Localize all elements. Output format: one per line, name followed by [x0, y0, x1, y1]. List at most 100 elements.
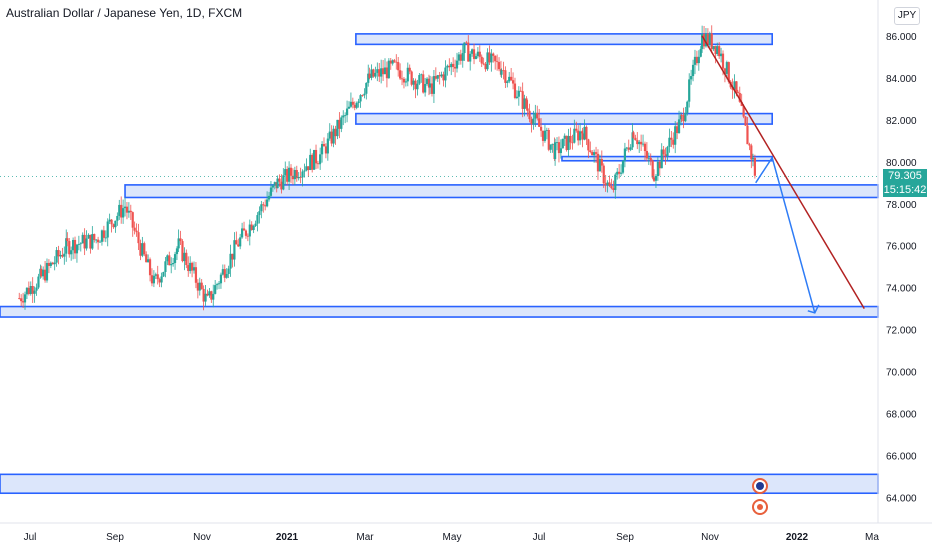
- candle-body: [733, 81, 736, 90]
- candle-body: [91, 234, 94, 249]
- candle-body: [357, 101, 360, 104]
- zone-72-rect[interactable]: [0, 305, 879, 318]
- candle-body: [425, 78, 429, 85]
- candle-body: [244, 230, 248, 236]
- candle-body: [37, 276, 40, 288]
- candle-body: [682, 115, 685, 122]
- candle-body: [589, 150, 592, 152]
- candle-body: [43, 269, 47, 281]
- candle-body: [227, 268, 230, 274]
- candle-body: [286, 169, 289, 182]
- candle-body: [345, 108, 349, 116]
- candle-body: [353, 104, 356, 108]
- candle-body: [79, 243, 82, 245]
- candle-body: [359, 95, 362, 102]
- candle-body: [490, 53, 493, 63]
- x-tick-label: 2022: [786, 532, 809, 543]
- candle-body: [347, 106, 351, 109]
- candle-body: [453, 66, 457, 69]
- candle-body: [23, 294, 27, 303]
- candle-body: [303, 170, 306, 172]
- candle-body: [718, 46, 721, 57]
- candle-body: [70, 250, 73, 255]
- candle-body: [559, 148, 562, 154]
- candle-body: [510, 76, 513, 81]
- candle-body: [336, 119, 339, 137]
- candle-body: [408, 67, 411, 72]
- candle-body: [598, 159, 601, 172]
- red-trend-line[interactable]: [701, 35, 865, 310]
- candle-body: [528, 110, 531, 120]
- candle-body: [600, 159, 603, 166]
- candle-body: [21, 301, 25, 303]
- candle-body: [314, 149, 318, 164]
- x-tick-label: Sep: [106, 532, 124, 543]
- candle-body: [202, 288, 205, 302]
- candle-body: [573, 128, 576, 143]
- candle-body: [486, 52, 489, 70]
- candle-body: [543, 130, 547, 141]
- candle-body: [461, 53, 464, 61]
- candle-body: [282, 175, 285, 190]
- candle-body: [723, 68, 727, 74]
- candle-body: [20, 298, 23, 302]
- candle-body: [264, 205, 267, 207]
- candle-body: [316, 163, 320, 165]
- candle-body: [688, 79, 691, 102]
- candle-body: [49, 262, 52, 266]
- candle-body: [231, 253, 234, 260]
- candle-body: [355, 103, 358, 108]
- x-tick-label: 2021: [276, 532, 299, 543]
- candle-body: [399, 70, 402, 79]
- zone-64-rect[interactable]: [0, 473, 879, 495]
- candle-body: [571, 142, 574, 144]
- candle-body: [623, 148, 627, 161]
- candle-body: [326, 138, 329, 154]
- candle-body: [108, 219, 111, 222]
- x-tick-label: Jul: [533, 532, 546, 543]
- candle-body: [645, 151, 648, 159]
- zone-82-rect[interactable]: [355, 112, 774, 125]
- candle-body: [704, 33, 708, 47]
- zone-78-rect[interactable]: [124, 184, 879, 199]
- candle-body: [307, 166, 310, 171]
- candle-body: [93, 234, 96, 240]
- candle-body: [561, 138, 564, 149]
- candle-body: [690, 76, 693, 80]
- candle-body: [412, 80, 415, 85]
- zone-80-rect[interactable]: [561, 155, 774, 162]
- currency-button[interactable]: JPY: [894, 7, 920, 25]
- candle-body: [305, 166, 308, 171]
- candle-body: [697, 56, 700, 64]
- candle-body: [616, 171, 619, 175]
- candle-body: [179, 238, 182, 242]
- candle-body: [686, 101, 689, 113]
- candle-body: [61, 254, 64, 257]
- candle-body: [248, 224, 251, 237]
- candle-body: [135, 230, 138, 233]
- candle-body: [158, 279, 161, 283]
- candle-body: [330, 131, 333, 144]
- candle-body: [63, 253, 66, 257]
- candle-body: [57, 250, 60, 257]
- zone-86-rect[interactable]: [355, 33, 774, 46]
- candle-body: [219, 274, 223, 284]
- candle-body: [480, 56, 483, 64]
- candle-body: [492, 53, 495, 56]
- y-tick-label: 70.000: [886, 368, 917, 379]
- candle-body: [712, 46, 715, 50]
- candle-body: [699, 48, 702, 57]
- blue-projection-line[interactable]: [755, 155, 816, 314]
- candle-body: [753, 157, 756, 176]
- candle-body: [539, 126, 543, 131]
- blue-arrowhead: [807, 304, 820, 314]
- candle-body: [293, 170, 296, 180]
- candle-body: [110, 219, 113, 225]
- candle-body: [162, 271, 165, 277]
- candle-body: [640, 141, 643, 145]
- candle-body: [658, 161, 661, 169]
- candle-body: [549, 144, 552, 150]
- candle-body: [344, 115, 347, 116]
